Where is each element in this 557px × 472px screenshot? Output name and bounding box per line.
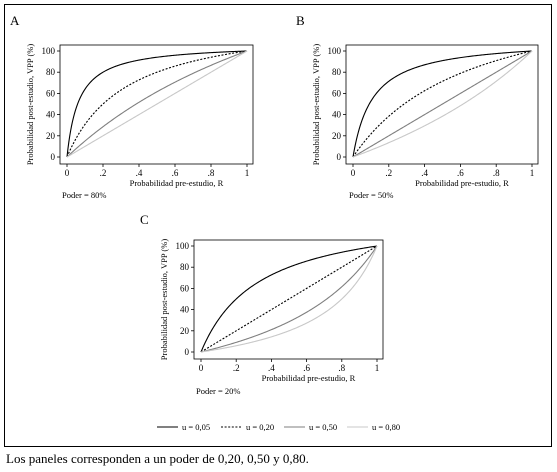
series-line-C-3 xyxy=(200,245,378,353)
y-axis-title: Probabilidad post-estudio, VPP (%) xyxy=(311,44,321,166)
y-tick-label: 60 xyxy=(46,88,56,98)
y-tick-label: 0 xyxy=(337,152,342,162)
series-line-B-3 xyxy=(352,50,533,158)
y-tick-label: 60 xyxy=(180,283,190,293)
x-tick-label: 0 xyxy=(65,168,70,178)
legend-label: u = 0,80 xyxy=(372,422,400,432)
x-tick-label: .2 xyxy=(100,168,107,178)
x-axis-title: Probabilidad pre-estudio, R xyxy=(262,373,356,383)
x-tick-label: 0 xyxy=(199,363,204,373)
power-label-C: Poder = 20% xyxy=(196,386,240,396)
x-axis-title: Probabilidad pre-estudio, R xyxy=(130,178,224,188)
panel-letter-A: A xyxy=(10,13,20,28)
panel-letter-B: B xyxy=(296,13,305,28)
x-tick-label: .4 xyxy=(136,168,143,178)
panel-letter-C: C xyxy=(140,212,149,227)
x-tick-label: 1 xyxy=(245,168,250,178)
x-tick-label: .4 xyxy=(421,168,428,178)
power-label-A: Poder = 80% xyxy=(62,190,106,200)
y-tick-label: 0 xyxy=(185,347,190,357)
y-tick-label: 100 xyxy=(176,241,190,251)
y-tick-label: 60 xyxy=(332,88,342,98)
x-tick-label: .2 xyxy=(385,168,392,178)
x-tick-label: .6 xyxy=(457,168,464,178)
x-tick-label: .8 xyxy=(338,363,345,373)
series-line-B-1 xyxy=(352,50,533,158)
legend-label: u = 0,20 xyxy=(246,422,274,432)
y-axis-title: Probabilidad post-estudio, VPP (%) xyxy=(159,239,169,361)
x-tick-label: .8 xyxy=(208,168,215,178)
y-tick-label: 40 xyxy=(180,305,190,315)
y-tick-label: 20 xyxy=(46,131,56,141)
y-tick-label: 20 xyxy=(180,326,190,336)
plot-frame-C xyxy=(193,239,384,360)
series-line-C-1 xyxy=(200,245,378,353)
series-line-A-2 xyxy=(66,50,248,158)
x-tick-label: 1 xyxy=(530,168,535,178)
plot-frame-B xyxy=(345,44,539,165)
x-tick-label: .6 xyxy=(303,363,310,373)
legend-label: u = 0,05 xyxy=(182,422,210,432)
x-axis-title: Probabilidad pre-estudio, R xyxy=(415,178,509,188)
figure-frame xyxy=(4,4,552,447)
y-tick-label: 100 xyxy=(42,46,56,56)
series-line-B-4 xyxy=(352,50,533,158)
plot-frame-A xyxy=(59,44,254,165)
series-line-C-4 xyxy=(200,245,378,353)
y-axis-title: Probabilidad post-estudio, VPP (%) xyxy=(25,44,35,166)
x-tick-label: .2 xyxy=(233,363,240,373)
legend-label: u = 0,50 xyxy=(309,422,337,432)
series-line-A-1 xyxy=(66,50,248,158)
y-tick-label: 80 xyxy=(46,67,56,77)
x-tick-label: .6 xyxy=(172,168,179,178)
y-tick-label: 40 xyxy=(46,110,56,120)
figure-caption: Los paneles corresponden a un poder de 0… xyxy=(6,451,309,466)
x-tick-label: .4 xyxy=(268,363,275,373)
series-line-C-2 xyxy=(200,245,378,353)
y-tick-label: 80 xyxy=(332,67,342,77)
y-tick-label: 100 xyxy=(328,46,342,56)
x-tick-label: .8 xyxy=(493,168,500,178)
y-tick-label: 80 xyxy=(180,262,190,272)
series-line-A-3 xyxy=(66,50,248,158)
power-label-B: Poder = 50% xyxy=(349,190,393,200)
series-line-A-4 xyxy=(66,50,248,158)
x-tick-label: 1 xyxy=(375,363,380,373)
y-tick-label: 0 xyxy=(51,152,56,162)
y-tick-label: 20 xyxy=(332,131,342,141)
y-tick-label: 40 xyxy=(332,110,342,120)
x-tick-label: 0 xyxy=(351,168,356,178)
